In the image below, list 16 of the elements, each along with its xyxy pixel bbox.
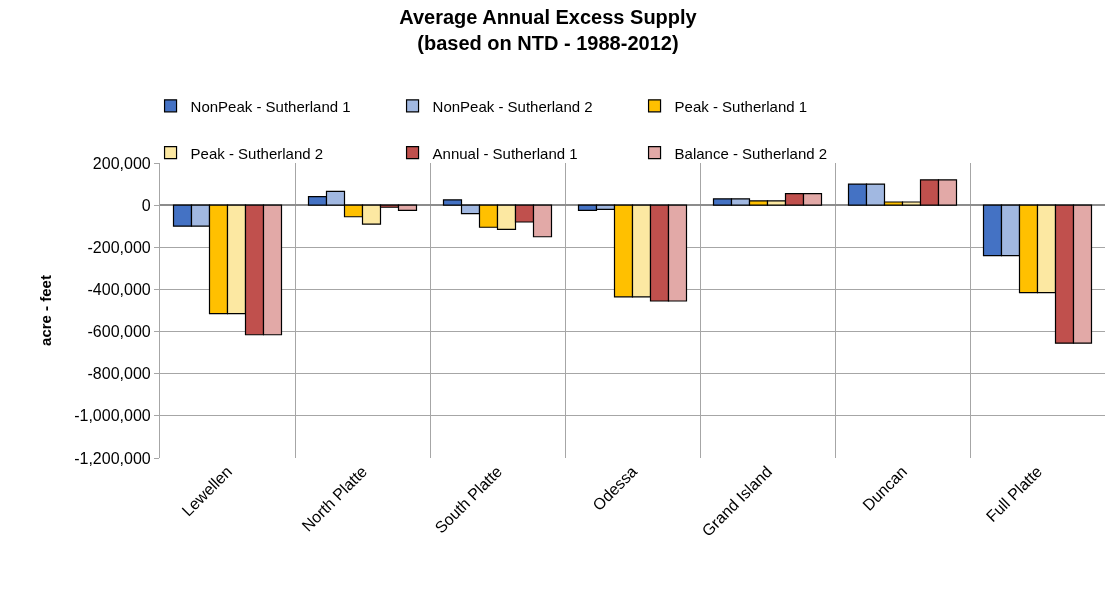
y-axis-title: acre - feet [37, 275, 55, 346]
y-tick-label: 0 [141, 196, 151, 214]
y-tick-label: -1,000,000 [74, 407, 151, 425]
y-tick-label: -600,000 [87, 323, 151, 341]
y-tick-label: -200,000 [87, 238, 151, 256]
legend-label: NonPeak - Sutherland 2 [432, 97, 593, 115]
legend-label: Peak - Sutherland 1 [674, 97, 808, 115]
y-tick-label: -800,000 [87, 365, 151, 383]
legend-label: Balance - Sutherland 2 [674, 144, 828, 162]
y-tick-label: -400,000 [87, 281, 151, 299]
y-tick-label: -1,200,000 [74, 449, 151, 467]
y-tick-label: 200,000 [92, 154, 151, 172]
chart-title: Average Annual Excess Supply (based on NTD - 1988-2012) [399, 5, 698, 54]
legend-label: Peak - Sutherland 2 [190, 144, 324, 162]
legend-label: NonPeak - Sutherland 1 [190, 97, 351, 115]
legend-label: Annual - Sutherland 1 [432, 144, 578, 162]
